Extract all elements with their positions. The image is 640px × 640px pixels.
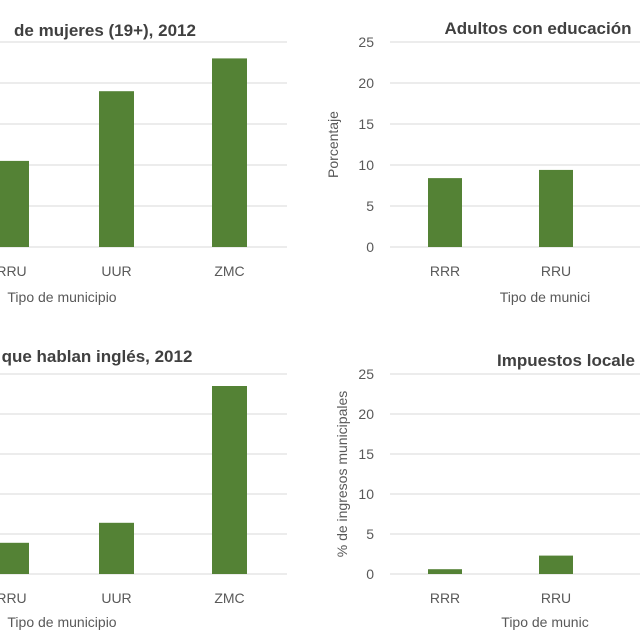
chart-3-xtick-label: RRR: [430, 590, 460, 606]
chart-2-xlabel: Tipo de municipio: [7, 614, 116, 630]
chart-1-title: Adultos con educación: [444, 19, 631, 38]
chart-0-title: de mujeres (19+), 2012: [14, 21, 196, 40]
chart-2-bar-rru: [0, 542, 29, 574]
chart-1-bar-rrr: [428, 178, 462, 247]
chart-1-ytick-label: 10: [358, 157, 374, 173]
chart-3-ytick-label: 20: [358, 406, 374, 422]
chart-0-xlabel: Tipo de municipio: [7, 289, 116, 305]
chart-3-title: Impuestos locale: [497, 351, 635, 370]
chart-1-xtick-label: RRR: [430, 263, 460, 279]
chart-1-ytick-label: 25: [358, 34, 374, 50]
chart-3-ytick-label: 15: [358, 446, 374, 462]
chart-1-ylabel: Porcentaje: [325, 111, 341, 178]
chart-0-xtick-label: RRU: [0, 263, 27, 279]
chart-2-bar-zmc: [212, 386, 247, 574]
chart-3-bar-rrr: [428, 569, 462, 574]
chart-2-xtick-label: RRU: [0, 590, 27, 606]
chart-0-bar-uur: [99, 91, 134, 247]
chart-3-bar-rru: [539, 555, 573, 574]
chart-0-xtick-label: UUR: [101, 263, 131, 279]
chart-3-xtick-label: RRU: [541, 590, 571, 606]
chart-1-ytick-label: 0: [366, 239, 374, 255]
chart-1-xlabel: Tipo de munici: [500, 289, 591, 305]
chart-3-ytick-label: 10: [358, 486, 374, 502]
chart-2-xtick-label: ZMC: [214, 590, 244, 606]
chart-0-xtick-label: ZMC: [214, 263, 244, 279]
chart-2-xtick-label: UUR: [101, 590, 131, 606]
chart-0-bar-zmc: [212, 58, 247, 248]
chart-3-ytick-label: 5: [366, 526, 374, 542]
chart-2-bar-uur: [99, 522, 134, 574]
chart-1-ytick-label: 20: [358, 75, 374, 91]
chart-3-ytick-label: 0: [366, 566, 374, 582]
chart-2-title: que hablan inglés, 2012: [2, 347, 193, 366]
chart-3-ylabel: % de ingresos municipales: [334, 391, 350, 558]
chart-3-ytick-label: 25: [358, 366, 374, 382]
chart-1-xtick-label: RRU: [541, 263, 571, 279]
chart-1-ytick-label: 5: [366, 198, 374, 214]
chart-0-bar-rru: [0, 160, 29, 247]
chart-3-xlabel: Tipo de munic: [501, 614, 588, 630]
chart-1-ytick-label: 15: [358, 116, 374, 132]
chart-1-bar-rru: [539, 169, 573, 247]
